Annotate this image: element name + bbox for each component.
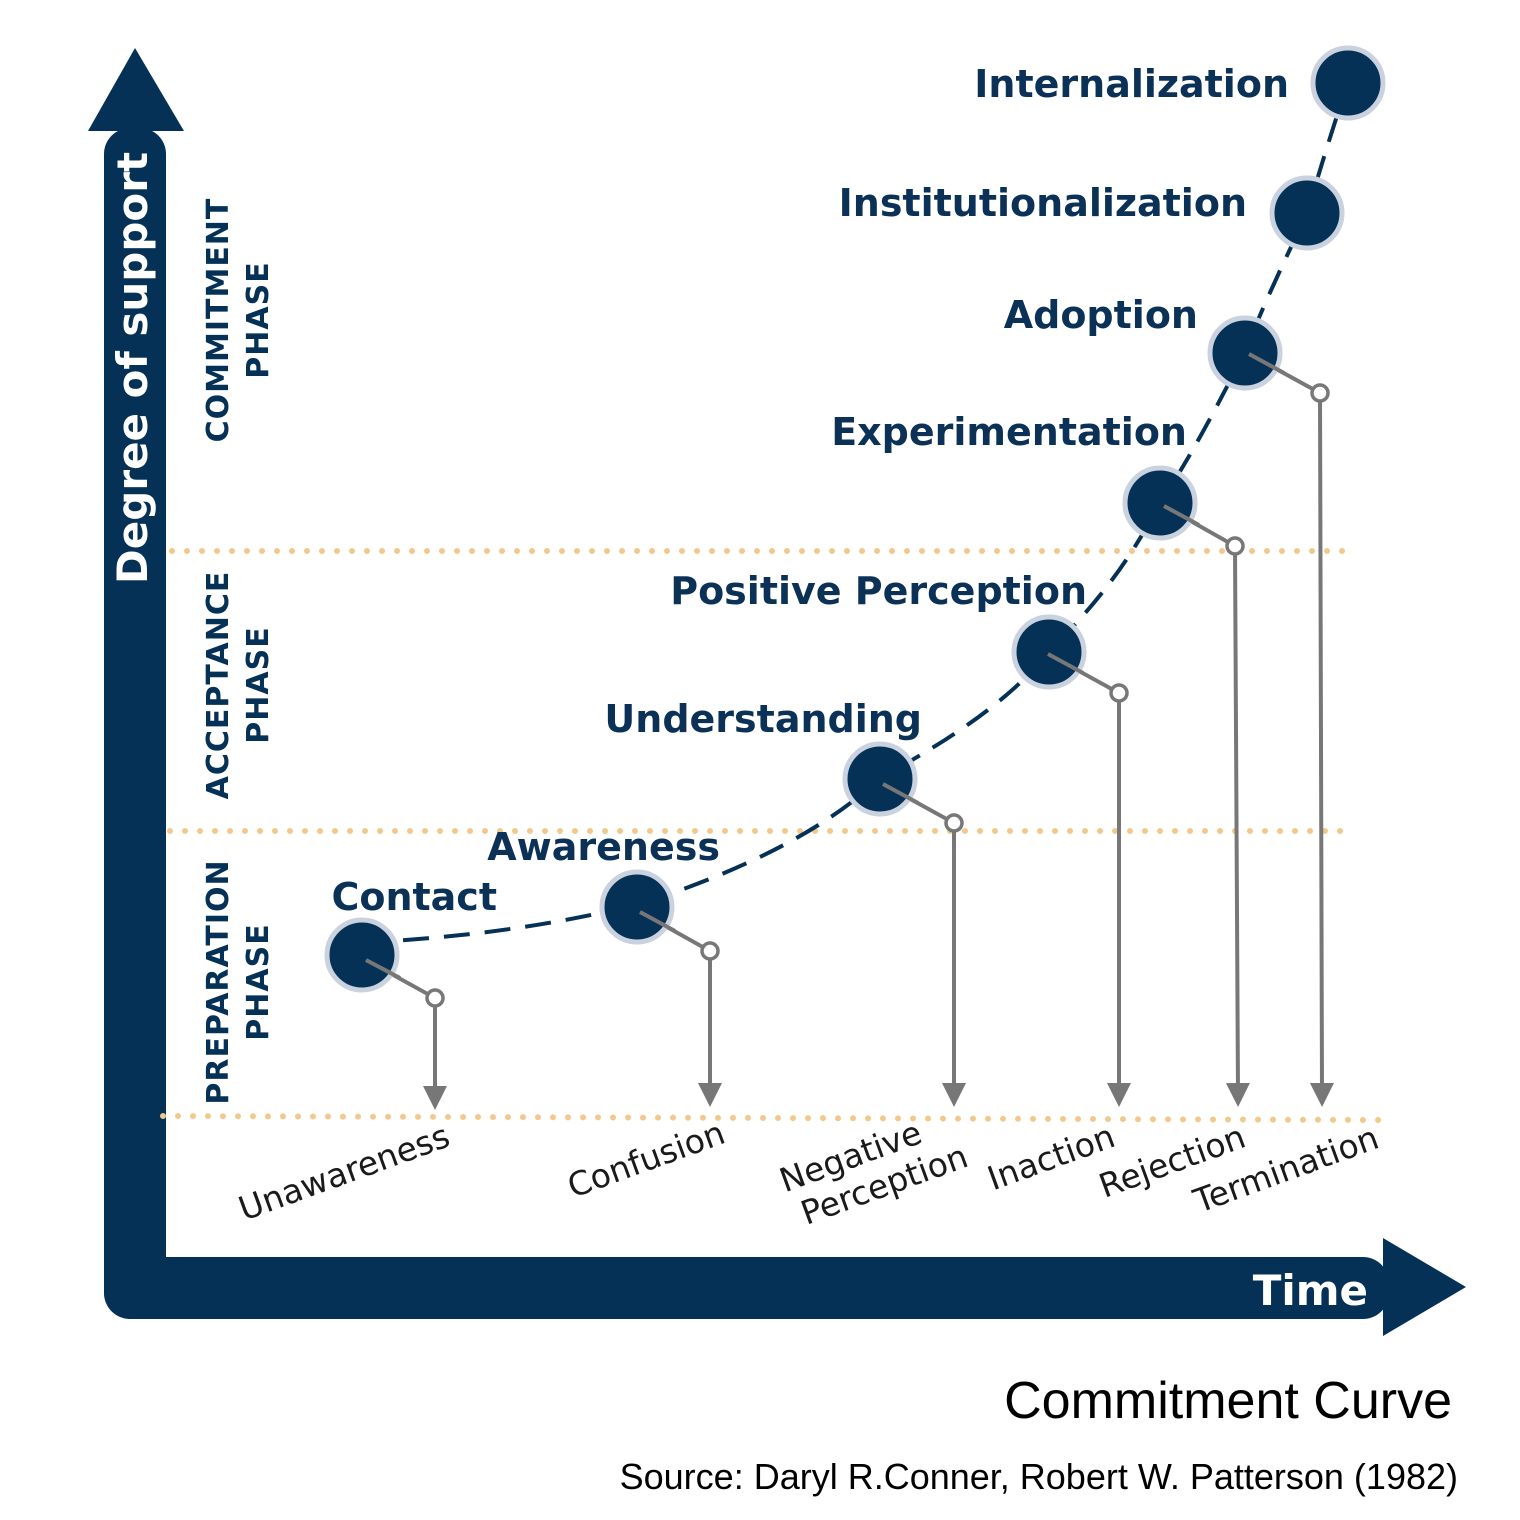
caption-source: Source: Daryl R.Conner, Robert W. Patter…	[620, 1456, 1458, 1497]
phase-label-acceptance: ACCEPTANCE PHASE	[201, 571, 276, 800]
caption-title: Commitment Curve	[1004, 1372, 1452, 1430]
stage-label-contact: Contact	[331, 875, 497, 919]
stage-node-adoption	[1207, 315, 1283, 391]
outcome-label-confusion: Confusion	[562, 1113, 730, 1206]
phase-label-preparation: PREPARATION PHASE	[201, 859, 276, 1104]
stage-label-adoption: Adoption	[1004, 293, 1198, 337]
stage-node-experimentation	[1122, 465, 1198, 541]
x-axis-label: Time	[1253, 1266, 1368, 1315]
stage-label-positive-perception: Positive Perception	[670, 569, 1087, 613]
stage-node-internalization	[1310, 45, 1386, 121]
connector-joints	[425, 383, 1330, 1008]
phase-label-line1: PREPARATION	[201, 859, 236, 1104]
stage-label-internalization: Internalization	[974, 62, 1289, 106]
stage-node-understanding	[842, 741, 918, 817]
stage-label-experimentation: Experimentation	[831, 410, 1187, 454]
outcome-label-line1: Unawareness	[233, 1116, 454, 1228]
phase-label-line1: COMMITMENT	[201, 198, 236, 443]
y-axis	[88, 48, 184, 1318]
stage-node-institutionalization	[1269, 175, 1345, 251]
phase-label-line1: ACCEPTANCE	[201, 571, 236, 800]
connector-starts	[365, 352, 1285, 980]
phase-label-commitment: COMMITMENT PHASE	[201, 198, 276, 443]
stage-label-understanding: Understanding	[604, 697, 922, 741]
stage-label-awareness: Awareness	[487, 825, 720, 869]
phase-label-line2: PHASE	[241, 626, 276, 743]
stage-label-institutionalization: Institutionalization	[839, 181, 1247, 225]
stage-node-positive-perception	[1011, 614, 1087, 690]
outcome-label-unawareness: Unawareness	[233, 1116, 454, 1228]
y-axis-label: Degree of support	[108, 152, 157, 584]
x-axis	[104, 1238, 1466, 1336]
stage-nodes	[324, 45, 1386, 993]
phase-dividers	[160, 548, 1383, 1123]
outcome-label-line1: Confusion	[562, 1113, 730, 1206]
phase-label-line2: PHASE	[241, 261, 276, 378]
phase-label-line2: PHASE	[241, 923, 276, 1040]
stage-node-awareness	[599, 869, 675, 945]
stage-node-contact	[324, 917, 400, 993]
